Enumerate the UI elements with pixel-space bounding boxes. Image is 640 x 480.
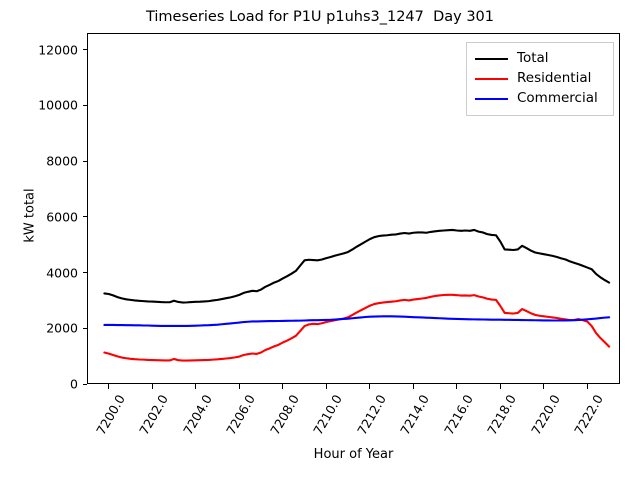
x-tick-mark [586, 384, 588, 389]
plot-area [87, 33, 620, 384]
x-tick-mark [238, 384, 240, 389]
x-tick-label: 7210.0 [310, 392, 346, 438]
y-tick-label: 2000 [46, 320, 78, 336]
legend-swatch-commercial [475, 98, 508, 100]
y-tick-label: 12000 [38, 42, 78, 58]
legend: Total Residential Commercial [466, 42, 614, 116]
x-tick-label: 7220.0 [527, 392, 563, 438]
legend-entry-commercial[interactable]: Commercial [475, 89, 605, 109]
x-tick-label: 7212.0 [353, 392, 389, 438]
x-tick-label: 7218.0 [484, 392, 520, 438]
chart-title: Timeseries Load for P1U p1uhs3_1247 Day … [145, 9, 495, 25]
x-tick-mark [369, 384, 371, 389]
x-tick-mark [456, 384, 458, 389]
legend-swatch-total [475, 58, 508, 60]
x-tick-mark [151, 384, 153, 389]
series-line-commercial [103, 315, 611, 327]
x-tick-label: 7214.0 [397, 392, 433, 438]
y-axis-label: kW total [22, 188, 38, 243]
y-tick-label: 10000 [38, 97, 78, 113]
x-axis-label: Hour of Year [313, 447, 394, 462]
series-line-total [103, 228, 611, 304]
x-tick-label: 7204.0 [179, 392, 215, 438]
x-tick-label: 7200.0 [92, 392, 128, 438]
x-tick-label: 7216.0 [440, 392, 476, 438]
legend-label: Residential [517, 70, 592, 87]
x-tick-label: 7208.0 [266, 392, 302, 438]
x-tick-label: 7206.0 [223, 392, 259, 438]
x-tick-mark [282, 384, 284, 389]
legend-entry-residential[interactable]: Residential [475, 69, 605, 89]
plot-lines [103, 228, 611, 362]
x-tick-mark [543, 384, 545, 389]
series-line-residential [103, 293, 611, 362]
legend-swatch-residential [475, 78, 508, 80]
y-tick-label: 6000 [46, 209, 78, 225]
x-tick-mark [195, 384, 197, 389]
y-tick-label: 8000 [46, 153, 78, 169]
x-tick-label: 7202.0 [136, 392, 172, 438]
legend-label: Commercial [517, 90, 598, 107]
x-tick-mark [108, 384, 110, 389]
y-tick-label: 4000 [46, 265, 78, 281]
x-tick-mark [325, 384, 327, 389]
x-tick-mark [499, 384, 501, 389]
x-tick-label: 7222.0 [571, 392, 607, 438]
x-tick-mark [412, 384, 414, 389]
legend-entry-total[interactable]: Total [475, 49, 605, 69]
legend-label: Total [517, 50, 549, 67]
y-tick-label: 0 [70, 376, 78, 392]
